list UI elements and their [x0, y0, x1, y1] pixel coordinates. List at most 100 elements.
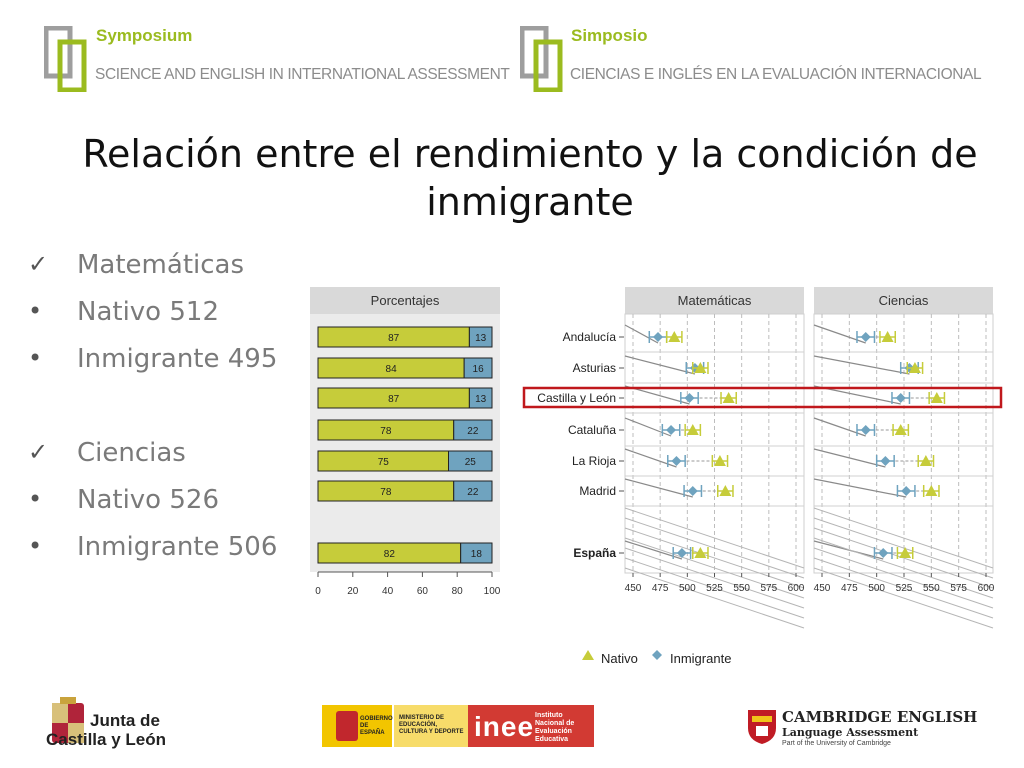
bar-segment-inmigrante	[468, 326, 493, 348]
point-nativo	[899, 547, 912, 558]
point-inmigrante	[901, 486, 912, 496]
point-inmigrante	[687, 486, 698, 496]
point-nativo	[722, 392, 735, 403]
reference-line	[813, 547, 994, 609]
point-nativo	[686, 424, 699, 435]
bar-panel-strip	[310, 287, 500, 314]
point-nativo	[881, 331, 894, 342]
category-label: Castilla y León	[537, 391, 616, 405]
bar-label-inmigrante: 22	[467, 426, 479, 437]
reference-line	[813, 478, 907, 498]
point-nativo	[713, 455, 726, 466]
bullet-icon: •	[28, 485, 43, 513]
bar-panel-background	[310, 314, 500, 572]
point-nativo	[930, 392, 943, 403]
category-label: Asturias	[573, 361, 616, 375]
reference-line	[624, 540, 683, 560]
scatter-x-tick-label: 575	[760, 583, 777, 594]
legend-inmigrante-icon	[652, 650, 662, 660]
reference-line	[624, 324, 659, 344]
bar-label-inmigrante: 18	[471, 549, 483, 560]
scatter-panel-strip	[625, 287, 804, 314]
bar-label-nativo: 75	[378, 457, 390, 468]
cambridge-line3: Part of the University of Cambridge	[782, 740, 891, 747]
bar-label-nativo: 78	[380, 426, 392, 437]
point-nativo	[694, 547, 707, 558]
simposio-logo-icon	[520, 26, 563, 92]
highlight-box	[522, 386, 1003, 409]
reference-line	[624, 537, 805, 599]
bullet-icon: •	[28, 297, 43, 325]
point-nativo	[908, 362, 921, 373]
junta-shield-icon	[52, 697, 84, 743]
reference-line	[624, 517, 805, 579]
category-label: Cataluña	[568, 423, 616, 437]
checkmark-icon: ✓	[28, 250, 49, 278]
reference-line	[624, 557, 805, 619]
bullet-list: ✓ Matemáticas • Nativo 512 • Inmigrante 495…	[20, 246, 310, 575]
bar-x-tick-label: 0	[315, 586, 321, 597]
header-left-title: Symposium	[96, 26, 193, 45]
scatter-x-tick-label: 600	[978, 583, 995, 594]
reference-line	[624, 355, 696, 375]
bullet-icon: •	[28, 344, 43, 372]
point-inmigrante	[676, 548, 687, 558]
chart-figure: Porcentajes 0 20 40 60 80 100 87 13 84 16 87 13 78 22 7…	[310, 287, 1003, 666]
point-inmigrante	[860, 332, 871, 342]
header-right-title: Simposio	[571, 26, 648, 45]
point-nativo	[925, 485, 938, 496]
scatter-panel-title: Ciencias	[879, 293, 929, 308]
scatter-x-tick-label: 525	[706, 583, 723, 594]
bar-x-tick-label: 60	[417, 586, 429, 597]
bullet-text: Ciencias	[77, 438, 186, 468]
bullet-text: Inmigrante 506	[77, 532, 278, 562]
scatter-x-tick-label: 500	[868, 583, 885, 594]
point-nativo	[919, 455, 932, 466]
scatter-x-tick-label: 475	[841, 583, 858, 594]
cambridge-crest-icon	[748, 710, 776, 744]
bar-panel-title: Porcentajes	[371, 293, 440, 308]
reference-line	[624, 567, 805, 629]
bar-label-nativo: 87	[388, 394, 400, 405]
bar-x-tick-label: 80	[452, 586, 464, 597]
bar-segment-inmigrante	[463, 357, 493, 379]
bar-label-inmigrante: 13	[475, 394, 487, 405]
inee-description: Instituto Nacional de Evaluación Educati…	[535, 712, 575, 743]
reference-line	[813, 517, 994, 579]
bullet-item: ✓ Matemáticas	[20, 246, 310, 293]
bullet-item: • Inmigrante 495	[20, 340, 310, 387]
reference-line	[813, 567, 994, 629]
legend-inmigrante-label: Inmigrante	[670, 651, 731, 666]
scatter-x-tick-label: 525	[896, 583, 913, 594]
page-title: Relación entre el rendimiento y la condi…	[60, 130, 1000, 226]
inee-wordmark: inee	[474, 711, 535, 742]
point-nativo	[668, 331, 681, 342]
bullet-item: ✓ Ciencias	[20, 434, 310, 481]
reference-line	[624, 507, 805, 569]
ministerio-box	[394, 705, 468, 747]
category-label: España	[573, 546, 616, 560]
junta-line1: Junta de	[90, 711, 160, 730]
scatter-panel	[624, 313, 805, 629]
bullet-text: Nativo 526	[77, 485, 219, 515]
bullet-item: • Nativo 526	[20, 481, 310, 528]
bar-segment-inmigrante	[453, 419, 493, 441]
reference-line	[624, 527, 805, 589]
bar-label-nativo: 87	[388, 333, 400, 344]
page-title-line2: inmigrante	[426, 180, 634, 224]
legend-nativo-label: Nativo	[601, 651, 638, 666]
cambridge-line1: CAMBRIDGE ENGLISH	[782, 708, 978, 726]
point-inmigrante	[860, 425, 871, 435]
bar-label-inmigrante: 22	[467, 487, 479, 498]
point-nativo	[694, 362, 707, 373]
scatter-x-tick-label: 450	[814, 583, 831, 594]
bar-label-inmigrante: 25	[465, 457, 477, 468]
bar-label-inmigrante: 13	[475, 333, 487, 344]
junta-logo-text: Junta de	[90, 712, 160, 730]
point-nativo	[894, 424, 907, 435]
bar-label-inmigrante: 16	[473, 364, 485, 375]
scatter-panel	[813, 313, 994, 629]
reference-line	[624, 478, 693, 498]
reference-line	[813, 507, 994, 569]
inee-logo	[468, 705, 594, 747]
